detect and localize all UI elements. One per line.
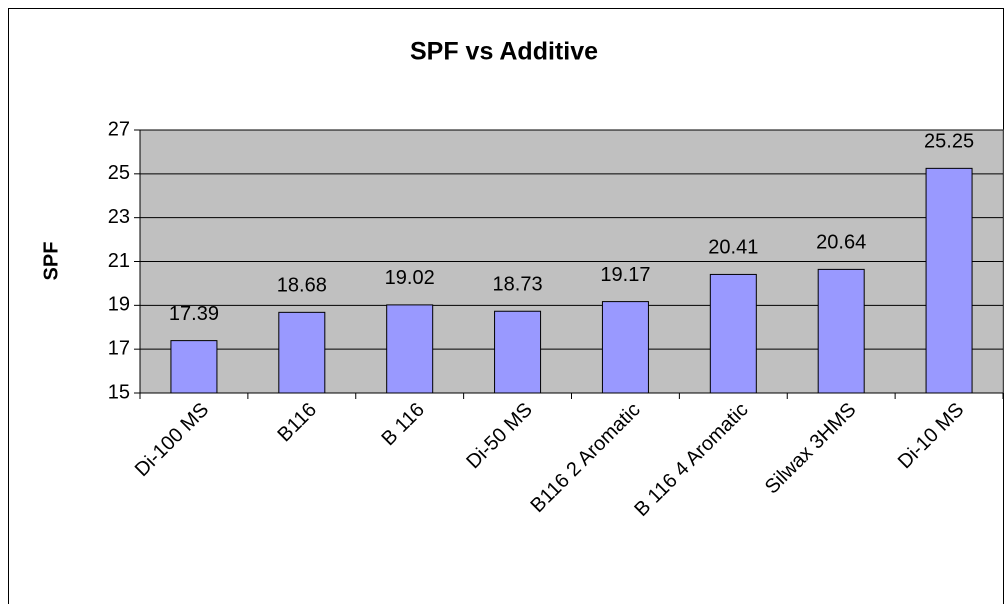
y-tick-label: 25 <box>108 162 130 184</box>
bar <box>278 311 326 394</box>
y-tick-label: 23 <box>108 206 130 228</box>
data-label: 20.64 <box>816 232 866 254</box>
y-tick-label: 15 <box>108 381 130 403</box>
data-label: 25.25 <box>924 131 974 153</box>
data-label: 19.17 <box>600 264 650 286</box>
data-label: 18.68 <box>277 275 327 297</box>
chart-title: SPF vs Additive <box>410 38 598 66</box>
bar <box>601 301 649 394</box>
data-label: 18.73 <box>493 274 543 296</box>
bar <box>170 340 218 394</box>
y-tick-label: 27 <box>108 118 130 140</box>
bar <box>817 268 865 394</box>
y-tick-label: 21 <box>108 250 130 272</box>
bar <box>709 273 757 394</box>
data-label: 19.02 <box>385 267 435 289</box>
bar <box>494 310 542 394</box>
data-label: 20.41 <box>708 237 758 259</box>
bar <box>386 304 434 394</box>
y-tick-label: 17 <box>108 337 130 359</box>
y-axis-label: SPF <box>40 242 62 281</box>
y-tick-label: 19 <box>108 294 130 316</box>
data-label: 17.39 <box>169 303 219 325</box>
bar <box>925 167 973 394</box>
